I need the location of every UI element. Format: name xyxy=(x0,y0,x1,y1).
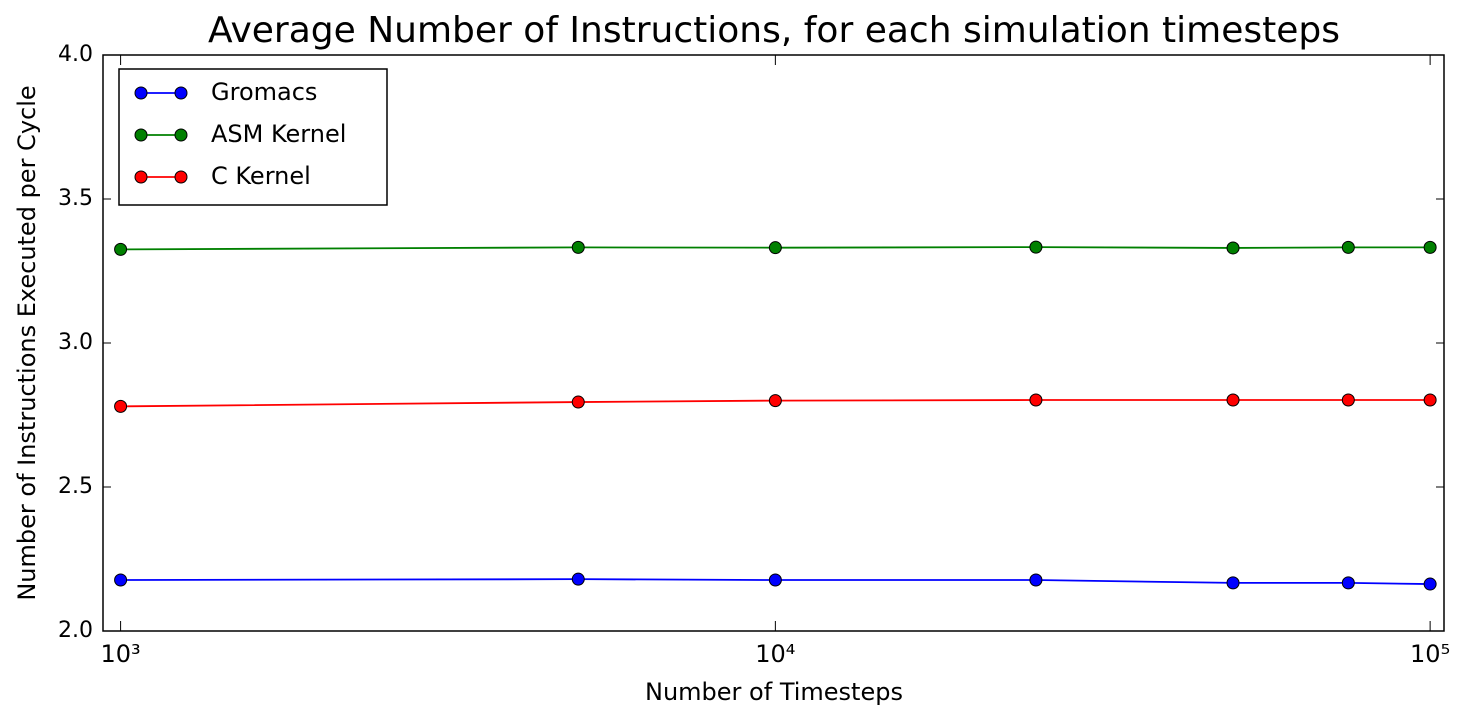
data-point xyxy=(1226,576,1240,590)
data-point xyxy=(768,394,782,408)
x-tick-label: 10⁵ xyxy=(1410,640,1450,668)
data-point xyxy=(1423,577,1437,591)
legend-label: C Kernel xyxy=(211,162,311,190)
chart-title: Average Number of Instructions, for each… xyxy=(208,10,1340,51)
legend-marker xyxy=(174,128,188,142)
data-point xyxy=(768,241,782,255)
data-point xyxy=(571,240,585,254)
data-point xyxy=(1341,240,1355,254)
plot-frame xyxy=(102,54,1445,632)
y-tick-label: 3.5 xyxy=(58,186,93,211)
data-point xyxy=(768,573,782,587)
legend-box xyxy=(118,68,388,206)
legend-marker xyxy=(134,86,148,100)
data-point xyxy=(1423,240,1437,254)
data-point xyxy=(571,572,585,586)
data-point xyxy=(1029,240,1043,254)
legend-marker xyxy=(174,86,188,100)
data-point xyxy=(114,573,128,587)
data-point xyxy=(1226,393,1240,407)
data-point xyxy=(1029,393,1043,407)
legend-label: Gromacs xyxy=(211,78,317,106)
y-tick-label: 4.0 xyxy=(58,42,93,67)
y-tick-label: 3.0 xyxy=(58,330,93,355)
legend-label: ASM Kernel xyxy=(211,120,346,148)
data-point xyxy=(114,399,128,413)
x-tick-label: 10³ xyxy=(101,640,141,668)
data-point xyxy=(571,395,585,409)
y-axis-label: Number of Instructions Executed per Cycl… xyxy=(13,85,41,600)
legend-marker xyxy=(134,170,148,184)
y-tick-label: 2.5 xyxy=(58,474,93,499)
x-axis-label: Number of Timesteps xyxy=(645,678,903,706)
data-point xyxy=(1341,576,1355,590)
legend-marker xyxy=(134,128,148,142)
data-point xyxy=(1226,241,1240,255)
legend-marker xyxy=(174,170,188,184)
data-point xyxy=(1029,573,1043,587)
data-point xyxy=(114,242,128,256)
x-tick-label: 10⁴ xyxy=(755,640,795,668)
data-point xyxy=(1423,393,1437,407)
data-point xyxy=(1341,393,1355,407)
y-tick-label: 2.0 xyxy=(58,618,93,643)
